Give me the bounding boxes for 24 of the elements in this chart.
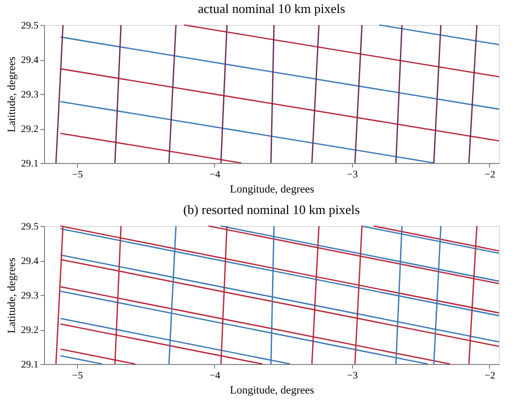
x-axis-title: Longitude, degrees: [230, 184, 314, 196]
x-tick-label: −3: [347, 170, 358, 180]
y-tick-label: 29.4: [21, 55, 38, 66]
x-tick-label: −5: [72, 370, 83, 382]
y-tick-label: 29.4: [21, 256, 38, 267]
x-tick-label: −4: [210, 370, 220, 382]
y-axis-title: Latitude, degrees: [6, 258, 18, 334]
y-tick-label: 29.1: [21, 360, 38, 370]
x-axis-title: Longitude, degrees: [230, 384, 314, 396]
x-tick-label: −2: [484, 370, 496, 382]
chart-title: actual nominal 10 km pixels: [198, 1, 346, 16]
chart-title: (b) resorted nominal 10 km pixels: [183, 202, 360, 217]
y-tick-label: 29.5: [21, 222, 38, 232]
x-tick-label: −5: [72, 170, 83, 180]
y-tick-label: 29.5: [21, 20, 38, 32]
x-tick-label: −4: [210, 170, 220, 180]
y-tick-label: 29.1: [21, 158, 38, 170]
y-axis-title: Latitude, degrees: [6, 56, 18, 132]
y-tick-label: 29.2: [21, 325, 38, 336]
x-tick-label: −2: [484, 170, 496, 180]
y-tick-label: 29.2: [21, 124, 38, 135]
y-tick-label: 29.3: [21, 290, 38, 302]
y-tick-label: 29.3: [21, 90, 38, 100]
x-tick-label: −3: [347, 370, 358, 382]
